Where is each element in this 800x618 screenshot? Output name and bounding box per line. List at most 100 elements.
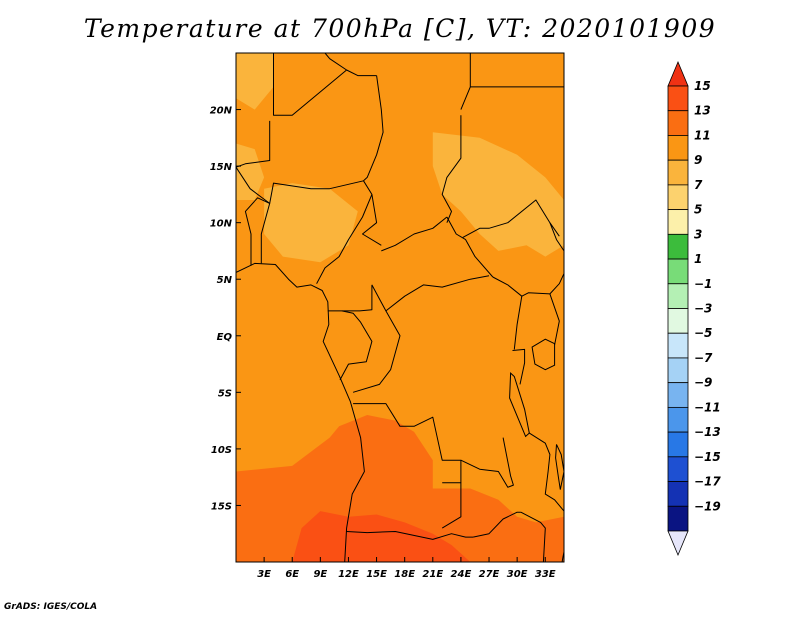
colorbar-box-6: [667, 233, 689, 260]
border-niger-nigeria: [269, 180, 364, 204]
border-niger-chad: [363, 75, 384, 182]
border-south-sudan-drc: [492, 273, 564, 297]
colorbar-label--13: −13: [694, 425, 721, 439]
temp-region-7c-4: [236, 53, 274, 110]
lon-label-30E: 30E: [507, 569, 528, 580]
colorbar-box-10: [667, 332, 689, 359]
colorbar-label-15: 15: [694, 79, 711, 93]
map-title: Temperature at 700hPa [C], VT: 202010190…: [83, 14, 717, 43]
border-cameroon-gabon: [327, 284, 373, 312]
colorbar-box-9: [667, 308, 689, 334]
lon-label-33E: 33E: [535, 569, 556, 580]
lon-label-27E: 27E: [479, 569, 500, 580]
temp-region-7c-2: [264, 183, 358, 263]
temperature-field: [236, 53, 564, 562]
colorbar-label--9: −9: [694, 376, 712, 390]
border-sudan-east: [563, 86, 564, 88]
colorbar-label-1: 1: [694, 252, 702, 266]
colorbar-box-5: [667, 209, 689, 235]
colorbar-box-16: [667, 481, 689, 507]
colorbar-bottom-arrow: [667, 530, 689, 557]
colorbar-label-7: 7: [694, 178, 703, 192]
lon-label-6E: 6E: [285, 569, 299, 580]
lat-label-10S: 10S: [211, 445, 232, 456]
border-malawi-zambia: [544, 471, 564, 512]
colorbar-box-1: [667, 110, 689, 136]
colorbar-label-11: 11: [694, 128, 711, 142]
border-congo-drc: [352, 310, 401, 393]
temp-region-7c-3: [236, 143, 265, 200]
country-borders: [236, 53, 564, 562]
border-coast-west-africa: [236, 262, 365, 562]
longitude-axis: 3E 6E 9E 12E 15E 18E 21E 24E 27E 30E 33E: [257, 557, 556, 580]
temp-region-7c-1: [432, 132, 564, 257]
colorbar-box-14: [667, 431, 689, 458]
colorbar-label-9: 9: [694, 153, 702, 167]
lake-tanganyika: [509, 372, 530, 438]
colorbar-label--7: −7: [694, 351, 713, 365]
grads-credit: GrADS: IGES/COLA: [4, 602, 98, 612]
border-mozambique: [520, 511, 546, 562]
border-gabon-congo: [339, 310, 373, 381]
colorbar-box-4: [667, 184, 689, 211]
colorbar-box-3: [667, 159, 689, 186]
latitude-axis: 20N 15N 10N 5N EQ 5S 10S 15S: [210, 106, 241, 512]
colorbar-label--19: −19: [694, 499, 721, 513]
colorbar-box-8: [667, 283, 689, 309]
lat-label-5S: 5S: [218, 388, 232, 399]
border-uganda-kenya: [549, 293, 560, 345]
lon-label-12E: 12E: [338, 569, 359, 580]
lat-label-15N: 15N: [210, 162, 233, 173]
border-chad-east: [441, 115, 462, 223]
temp-region-13c-6: [292, 511, 471, 562]
lat-label-15S: 15S: [211, 501, 232, 512]
lat-label-10N: 10N: [210, 219, 233, 230]
colorbar-label--17: −17: [694, 475, 721, 489]
colorbar-label-3: 3: [694, 227, 702, 241]
lat-label-20N: 20N: [210, 106, 233, 117]
border-zambia-zimbabwe: [472, 511, 521, 538]
border-niger-north: [273, 53, 377, 116]
lon-label-18E: 18E: [394, 569, 415, 580]
lon-label-3E: 3E: [257, 569, 271, 580]
lon-label-15E: 15E: [366, 569, 387, 580]
lat-label-EQ: EQ: [217, 332, 233, 343]
colorbar-box-0: [667, 85, 689, 112]
colorbar-box-2: [667, 135, 689, 161]
border-chad-south: [381, 216, 448, 252]
colorbar-label-5: 5: [694, 203, 702, 217]
colorbar-box-13: [667, 406, 689, 433]
colorbar-top-arrow: [667, 60, 689, 87]
border-mali-niger: [236, 120, 271, 168]
colorbar-label--1: −1: [694, 277, 712, 291]
colorbar-box-11: [667, 357, 689, 384]
border-benin: [244, 197, 271, 266]
colorbar-box-17: [667, 505, 689, 532]
border-rwanda-burundi: [512, 348, 526, 385]
colorbar-label--5: −5: [694, 326, 712, 340]
colorbar-box-12: [667, 382, 689, 408]
border-ethiopia: [549, 222, 564, 252]
border-tanzania-zambia: [529, 432, 551, 472]
colorbar: 15 13 11 9 7 5 3 1 −1 −3 −5 −7 −9 −11 −13 −15 −17 −19: [667, 60, 721, 557]
map-frame: [235, 52, 565, 563]
colorbar-label--3: −3: [694, 302, 712, 316]
colorbar-box-7: [667, 258, 689, 285]
lon-label-24E: 24E: [451, 569, 472, 580]
border-uganda-west: [513, 296, 523, 350]
colorbar-label-13: 13: [694, 104, 711, 118]
colorbar-label--15: −15: [694, 450, 721, 464]
lakes: [509, 338, 564, 490]
border-angola-zambia: [441, 482, 462, 529]
border-angola-namibia: [346, 531, 474, 540]
border-car-east: [446, 216, 494, 278]
border-drc-zambia: [460, 437, 514, 488]
lat-label-5N: 5N: [217, 275, 233, 286]
colorbar-box-15: [667, 456, 689, 482]
border-drc-angola: [353, 403, 462, 483]
lon-label-21E: 21E: [422, 569, 443, 580]
lake-malawi: [555, 444, 564, 490]
border-burkina-niger: [236, 166, 270, 204]
border-algeria-libya: [324, 53, 347, 71]
